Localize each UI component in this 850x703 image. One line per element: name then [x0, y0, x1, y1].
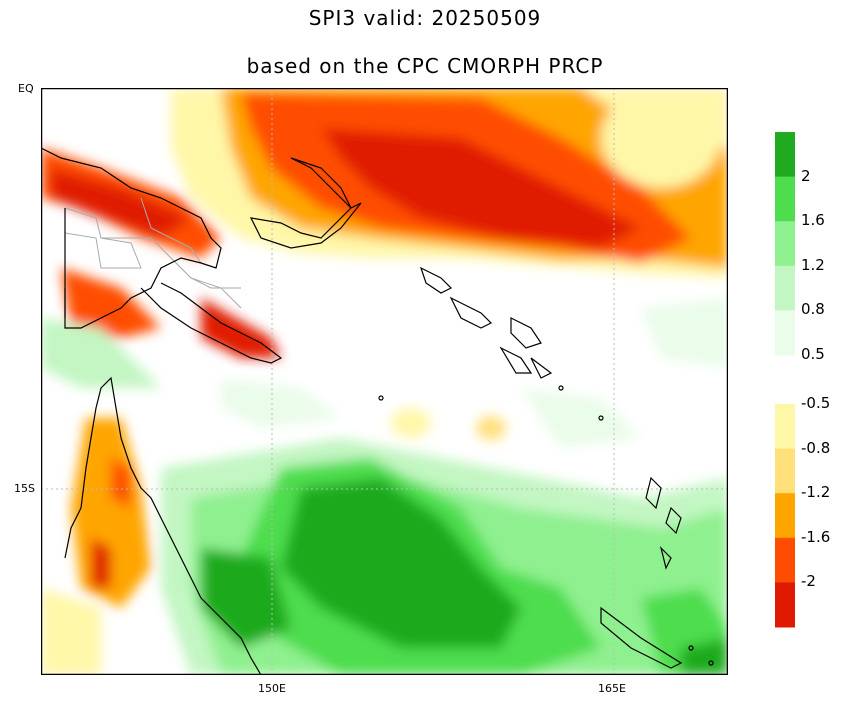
- colorbar-label: -1.6: [801, 527, 831, 546]
- colorbar-label: 0.8: [801, 300, 825, 319]
- x-tick-165e: 165E: [598, 682, 626, 695]
- colorbar-swatch: [775, 265, 795, 311]
- province-borders: [64, 197, 242, 309]
- colorbar-label: 1.2: [801, 255, 825, 274]
- colorbar-swatch: [775, 493, 795, 539]
- y-tick-eq: EQ: [18, 82, 34, 95]
- colorbar-swatch: [775, 404, 795, 450]
- x-tick-150e: 150E: [258, 682, 286, 695]
- map-frame: [41, 88, 728, 675]
- y-tick-15s: 15S: [14, 482, 35, 495]
- colorbar-label: 0.5: [801, 345, 825, 363]
- colorbar-swatch: [775, 132, 795, 178]
- colorbar-label: -0.8: [801, 438, 831, 457]
- colorbar-swatch: [775, 448, 795, 494]
- colorbar-swatch: [775, 176, 795, 222]
- chart-subtitle: based on the CPC CMORPH PRCP: [246, 54, 604, 78]
- colorbar-label: -2: [801, 572, 816, 591]
- chart-title: SPI3 valid: 20250509: [308, 6, 542, 30]
- colorbar-swatch: [775, 310, 795, 356]
- spi-map: [41, 88, 728, 675]
- colorbar-label: -1.2: [801, 483, 831, 502]
- colorbar-swatch: [775, 582, 795, 628]
- colorbar: [775, 132, 795, 628]
- colorbar-swatch: [775, 537, 795, 583]
- colorbar-label: 1.6: [801, 211, 825, 230]
- colorbar-label: 2: [801, 166, 811, 185]
- colorbar-swatch: [775, 221, 795, 267]
- colorbar-label: -0.5: [801, 394, 831, 412]
- coastlines: [41, 147, 714, 675]
